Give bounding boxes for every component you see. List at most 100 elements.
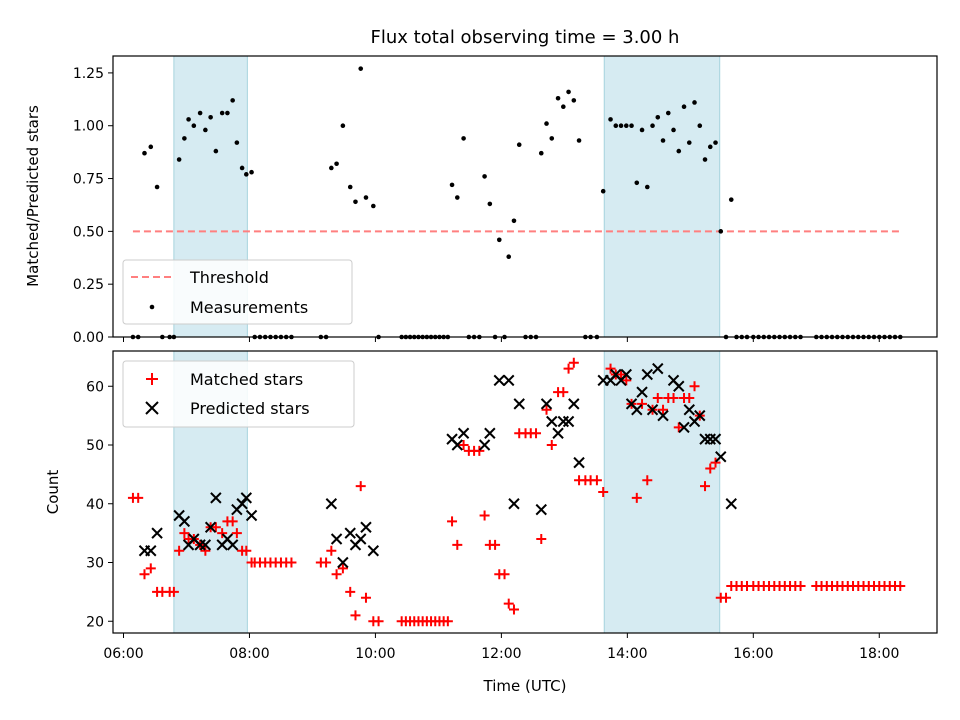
matched-star-marker [895, 581, 906, 591]
measurement-point [234, 140, 240, 145]
bottom-x-tick-label: 06:00 [103, 646, 143, 662]
measurement-point [249, 169, 254, 175]
predicted-star-marker [683, 404, 695, 416]
top-panel: 0.00 0.25 0.50 0.75 1.00 1.25 [73, 55, 938, 346]
measurement-point [230, 98, 235, 103]
predicted-star-marker [355, 533, 367, 545]
matched-star-marker [337, 563, 348, 574]
measurement-point [191, 123, 197, 129]
measurement-point [176, 157, 182, 162]
top-axes-frame [112, 55, 938, 338]
predicted-star-marker [646, 404, 659, 416]
bottom-x-tick-label: 14:00 [607, 646, 647, 662]
predicted-star-marker [725, 498, 737, 510]
predicted-star-marker [151, 527, 163, 539]
matched-star-marker [541, 404, 552, 415]
matched-star-marker [637, 398, 648, 409]
top-chart-title: Flux total observing time = 3.00 h [371, 27, 680, 48]
measurement-point [154, 184, 160, 190]
measurement-point [353, 199, 358, 205]
predicted-star-marker [451, 439, 464, 451]
predicted-star-marker [457, 427, 470, 439]
matched-star-marker [605, 363, 616, 374]
matched-star-marker [360, 592, 371, 603]
matched-star-marker [179, 528, 190, 539]
x-axis-label: Time (UTC) [483, 677, 567, 695]
matched-star-marker [326, 545, 337, 556]
predicted-star-marker [367, 545, 380, 557]
measurement-point [496, 237, 502, 243]
matched-star-marker [241, 545, 252, 556]
matched-star-marker [355, 481, 366, 492]
measurement-point [538, 150, 544, 156]
matched-star-marker [345, 586, 356, 597]
measurement-point [213, 148, 219, 154]
measurement-point [613, 123, 619, 129]
measurement-point [329, 165, 334, 171]
predicted-star-marker [562, 415, 575, 428]
matched-star-marker [710, 457, 721, 468]
bottom-shaded-window [603, 350, 721, 634]
measurement-point [728, 197, 734, 202]
measurement-point [347, 184, 353, 190]
bottom-y-tick-label: 20 [86, 614, 104, 630]
bottom-x-tick-label: 18:00 [859, 646, 899, 662]
measurement-point [148, 144, 154, 150]
measurement-point [702, 157, 708, 162]
matched-star-marker [631, 492, 642, 503]
predicted-star-marker [715, 451, 727, 463]
top-y-tick-label: 1.00 [73, 119, 104, 135]
matched-star-marker [286, 557, 297, 568]
measurement-point [208, 114, 213, 120]
matched-star-marker [490, 539, 501, 550]
predicted-star-marker [194, 539, 206, 551]
measurement-point [639, 127, 645, 133]
matched-star-marker [795, 581, 806, 591]
matched-star-marker [145, 563, 156, 574]
measurement-point [219, 110, 225, 116]
measurement-point [600, 188, 606, 194]
measurement-point [334, 161, 339, 167]
measurement-point [506, 254, 512, 260]
predicted-star-marker [330, 533, 343, 545]
matched-star-marker [231, 528, 242, 539]
matched-star-marker [499, 569, 510, 580]
matched-star-marker [458, 440, 469, 450]
measurement-point [650, 123, 655, 129]
matched-star-marker [350, 610, 361, 621]
measurement-point [686, 140, 692, 145]
measurement-point [482, 174, 487, 179]
matched-star-marker [321, 557, 332, 568]
matched-star-marker [621, 375, 632, 386]
matched-star-marker [721, 592, 732, 603]
measurement-point [634, 180, 640, 186]
predicted-star-marker [699, 433, 711, 445]
measurement-point [671, 127, 676, 133]
measurement-point [566, 89, 571, 95]
legend-threshold-label: Threshold [189, 268, 269, 287]
bottom-y-axis-label: Count [44, 470, 62, 515]
measurement-point [655, 114, 661, 120]
matched-star-marker [673, 422, 684, 433]
matched-star-marker [331, 569, 342, 580]
top-y-tick-label: 0.00 [73, 330, 104, 346]
predicted-star-marker [240, 492, 253, 504]
measurement-point [555, 95, 561, 101]
legend-matched-swatch [146, 373, 158, 385]
measurement-point [644, 184, 650, 190]
matched-star-marker [503, 598, 514, 609]
predicted-star-marker [631, 404, 643, 416]
predicted-star-marker [540, 398, 553, 410]
predicted-star-marker [325, 498, 338, 510]
predicted-star-marker [641, 368, 653, 381]
predicted-star-marker [484, 427, 496, 439]
bottom-x-tick-label: 10:00 [355, 646, 395, 662]
predicted-star-marker [236, 498, 248, 510]
measurement-point [511, 218, 517, 224]
top-legend-box [122, 259, 353, 325]
matched-star-marker [689, 381, 700, 392]
matched-star-marker [442, 616, 453, 627]
measurement-point [371, 203, 376, 209]
